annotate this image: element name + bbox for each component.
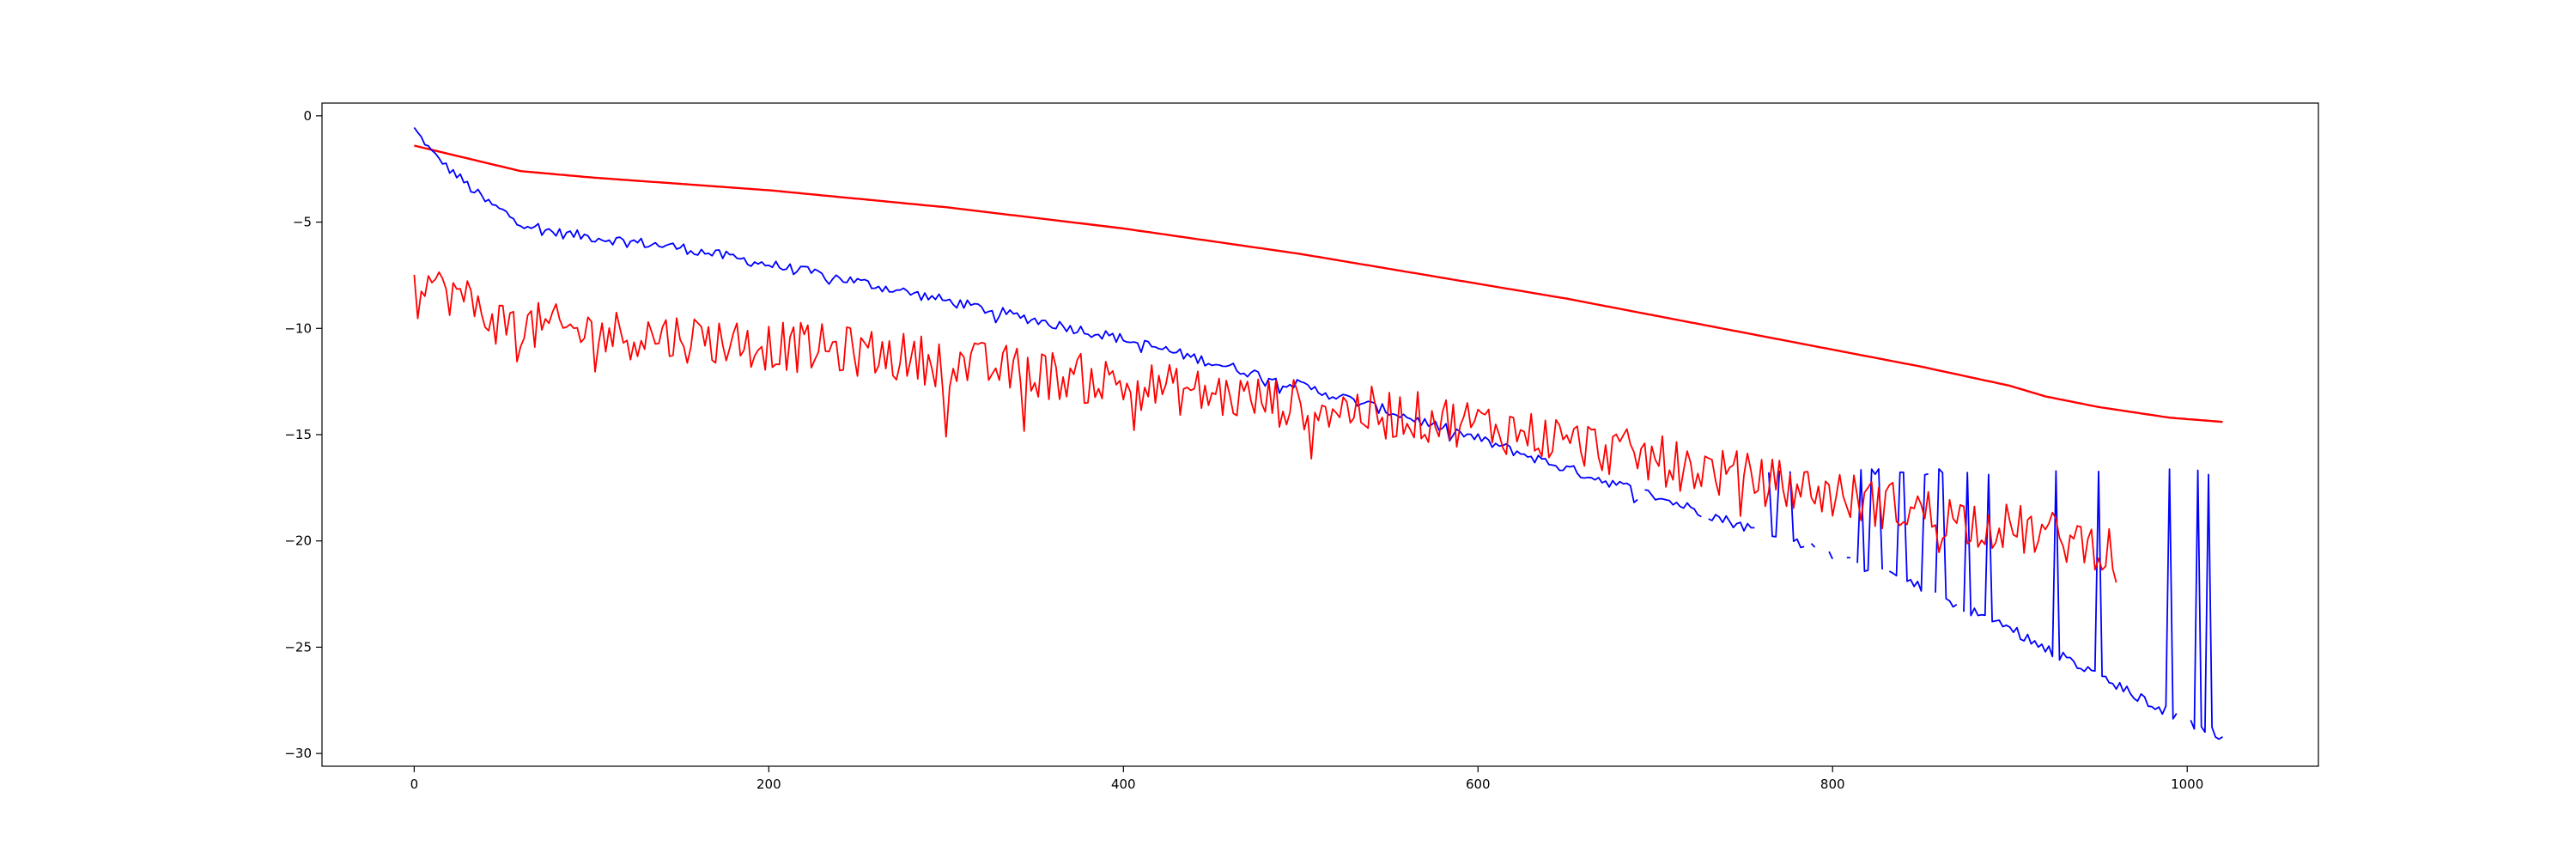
x-tick-label: 0: [410, 777, 419, 792]
series-2-segment: [1935, 468, 1958, 608]
series-2-segment: [2190, 469, 2223, 740]
series-2-segment: [1768, 470, 1781, 538]
y-axis: 0 −5 −10 −15 −20 −25 −30: [284, 108, 322, 761]
series-2-segment: [1888, 471, 1929, 592]
series-2-segment: [1810, 543, 1816, 548]
series-3-segment: [413, 271, 2117, 583]
y-tick-label: −15: [284, 427, 312, 442]
y-tick-label: −30: [284, 746, 312, 761]
series-2-segment: [1856, 468, 1883, 572]
x-tick-label: 400: [1111, 777, 1136, 792]
series-2-segment: [413, 126, 1638, 503]
y-tick-label: −25: [284, 639, 312, 655]
y-tick-label: 0: [303, 108, 312, 124]
series-layer: [413, 126, 2223, 740]
x-tick-label: 600: [1466, 777, 1491, 792]
series-2-segment: [1708, 514, 1755, 532]
series-2-line: [413, 126, 2223, 740]
y-tick-label: −20: [284, 533, 312, 549]
y-tick-label: −5: [293, 215, 312, 230]
series-2-segment: [1828, 551, 1834, 560]
series-2-segment: [1644, 489, 1702, 518]
series-2-segment: [1963, 468, 2178, 720]
x-axis: 0 200 400 600 800 1000: [410, 766, 2203, 792]
series-2-segment: [1789, 471, 1805, 549]
plot-area-frame: [321, 102, 2319, 767]
y-tick-label: −10: [284, 320, 312, 336]
series-1-line: [414, 144, 2223, 423]
x-tick-label: 200: [756, 777, 781, 792]
series-1-segment: [414, 144, 2223, 423]
x-tick-label: 800: [1820, 777, 1845, 792]
x-tick-label: 1000: [2171, 777, 2203, 792]
series-3-line: [413, 271, 2117, 583]
